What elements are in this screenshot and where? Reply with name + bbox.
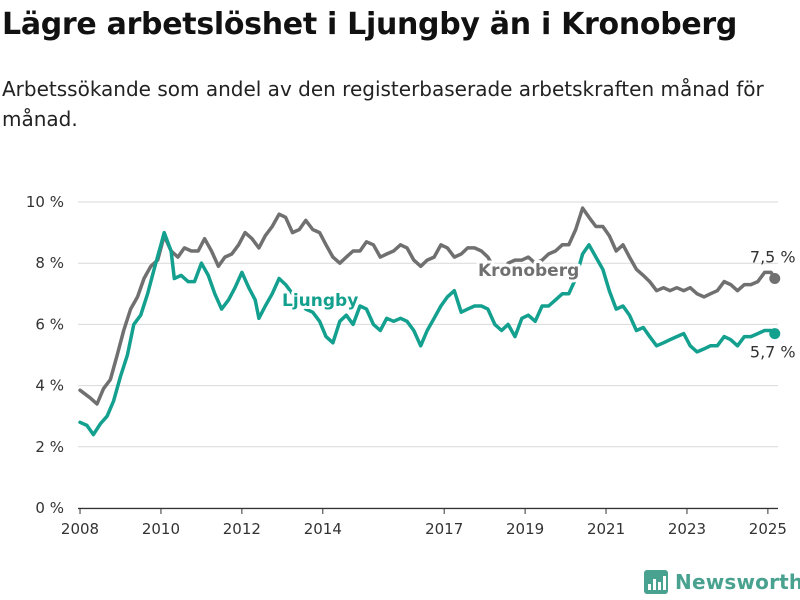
chart-subtitle: Arbetssökande som andel av den registerb…: [2, 77, 764, 131]
end-point-kronoberg: [769, 273, 781, 284]
x-tick-label: 2021: [587, 520, 625, 538]
end-label-ljungby: 5,7 %: [750, 343, 796, 362]
x-tick-label: 2019: [506, 520, 544, 538]
y-tick-label: 2 %: [35, 438, 64, 456]
chart-title: Lägre arbetslöshet i Ljungby än i Kronob…: [2, 7, 738, 42]
y-tick-label: 0 %: [35, 499, 64, 517]
y-tick-label: 8 %: [35, 254, 64, 272]
x-tick-label: 2014: [304, 520, 342, 538]
source-logo-text: Newsworthy: [675, 570, 800, 594]
series-line-kronoberg: [78, 206, 777, 406]
series-label-kronoberg: Kronoberg: [478, 261, 579, 281]
bar-chart-icon: [644, 570, 668, 594]
series-label-kronoberg-halo: Kronoberg: [478, 261, 579, 281]
x-tick-label: 2023: [668, 520, 706, 538]
y-tick-label: 6 %: [35, 315, 64, 333]
y-tick-label: 4 %: [35, 377, 64, 395]
x-tick-label: 2025: [749, 520, 787, 538]
series-line-ljungby: [78, 230, 777, 437]
x-tick-label: 2008: [61, 520, 99, 538]
source-logo: Newsworthy: [644, 567, 800, 597]
series-label-ljungby-halo: Ljungby: [282, 291, 358, 311]
end-label-kronoberg: 7,5 %: [750, 248, 796, 267]
y-tick-label: 10 %: [26, 193, 64, 211]
x-tick-label: 2017: [425, 520, 463, 538]
series-label-ljungby: Ljungby: [282, 291, 358, 311]
x-tick-label: 2012: [223, 520, 261, 538]
x-tick-label: 2010: [142, 520, 180, 538]
end-point-ljungby: [769, 328, 781, 340]
